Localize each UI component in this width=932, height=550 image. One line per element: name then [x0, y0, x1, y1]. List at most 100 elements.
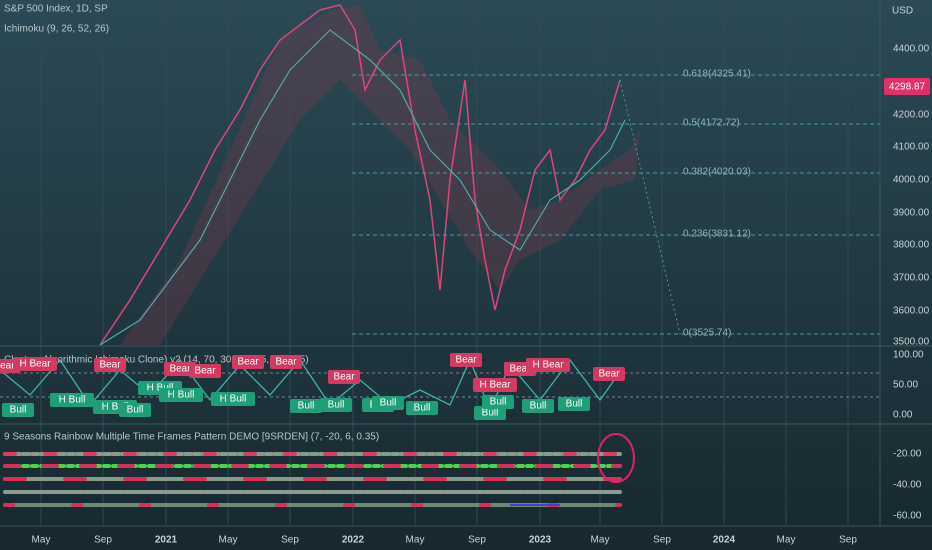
- signal-label: H Bull: [147, 383, 174, 394]
- signal-tag: [119, 403, 151, 417]
- signal-label: H Bull: [168, 390, 195, 401]
- fib-label: 0.236(3831.12): [683, 229, 751, 240]
- osc-tick: 0.00: [893, 410, 913, 421]
- last-price-tag: [884, 78, 930, 95]
- indicator-title: Ichimoku (9, 26, 52, 26): [4, 24, 109, 35]
- signal-label: Bear: [598, 369, 620, 380]
- fib-lines: [352, 74, 880, 335]
- fib-label: 0.5(4172.72): [683, 118, 740, 129]
- time-tick: May: [32, 535, 51, 546]
- signal-label: Bear: [509, 364, 531, 375]
- time-tick: 2021: [155, 535, 178, 546]
- signal-tag: [94, 358, 126, 372]
- signal-tag: [13, 357, 57, 371]
- time-tick: Sep: [653, 535, 671, 546]
- signal-tag: [164, 362, 196, 376]
- signal-tag: [372, 396, 404, 410]
- signal-label: Bear: [333, 372, 355, 383]
- osc-levels: [0, 372, 880, 398]
- signal-label: Bull: [566, 399, 583, 410]
- signal-tag: [558, 397, 590, 411]
- signal-tag: [211, 392, 255, 406]
- signal-label: Bull: [127, 405, 144, 416]
- signal-tag: [189, 364, 221, 378]
- last-price: 4298.87: [889, 82, 926, 93]
- signal-tag: [159, 388, 203, 402]
- currency: USD: [892, 6, 913, 17]
- signal-label: Bull: [482, 408, 499, 419]
- rainbow-tick: -20.00: [893, 449, 922, 460]
- signal-tag: [473, 378, 517, 392]
- signal-label: Bear: [275, 357, 297, 368]
- signal-tag: [50, 393, 94, 407]
- fib-trend: [619, 79, 681, 335]
- rainbow-tick: -40.00: [893, 480, 922, 491]
- signal-label: H Bull: [59, 395, 86, 406]
- signal-tag: [290, 399, 322, 413]
- signal-label: Bear: [194, 366, 216, 377]
- price-tick: 3700.00: [893, 273, 930, 284]
- time-tick: May: [406, 535, 425, 546]
- highlight-circle: [597, 433, 635, 483]
- pane2-title: Clusters Algorithmic Ichimoku Clone) v2 …: [4, 355, 309, 366]
- signal-label: Bull: [10, 405, 27, 416]
- signal-tag: [522, 399, 554, 413]
- signal-label: Bull: [298, 401, 315, 412]
- time-tick: Sep: [468, 535, 486, 546]
- signal-label: H Bear: [479, 380, 511, 391]
- signal-tag: [320, 398, 352, 412]
- price-tick: 4400.00: [893, 44, 930, 55]
- time-tick: Sep: [281, 535, 299, 546]
- fib-label: 0.382(4020.03): [683, 167, 751, 178]
- signal-label: Bull: [530, 401, 547, 412]
- signal-label: Bull: [414, 403, 431, 414]
- price-tick: 3800.00: [893, 240, 930, 251]
- price-tick: 3500.00: [893, 337, 930, 348]
- signal-label: Bear: [169, 364, 191, 375]
- signal-label: H Bull: [220, 394, 247, 405]
- time-tick: May: [591, 535, 610, 546]
- ichimoku-cloud: [120, 5, 640, 345]
- rainbow-rows: [3, 452, 622, 507]
- signal-tag: [2, 403, 34, 417]
- signal-label: Bear: [237, 357, 259, 368]
- signal-label: H Bear: [19, 359, 51, 370]
- rainbow-tick: -60.00: [893, 511, 922, 522]
- signal-tag: [328, 370, 360, 384]
- signal-tag: [450, 353, 482, 367]
- time-tick: Sep: [94, 535, 112, 546]
- signal-tag: [482, 395, 514, 409]
- price-line: [99, 4, 621, 346]
- osc-tick: 50.00: [893, 380, 918, 391]
- time-tick: 2024: [713, 535, 736, 546]
- price-tick: 4100.00: [893, 142, 930, 153]
- signal-label: H Bear: [532, 360, 564, 371]
- price-tick: 3600.00: [893, 306, 930, 317]
- time-tick: May: [777, 535, 796, 546]
- symbol-title: S&P 500 Index, 1D, SP: [4, 4, 108, 15]
- grid: [40, 0, 849, 525]
- signal-label: Bear: [99, 360, 121, 371]
- price-tick: 4000.00: [893, 175, 930, 186]
- signal-tag: [474, 406, 506, 420]
- osc-tick: 100.00: [893, 350, 924, 361]
- signal-tag: [232, 355, 264, 369]
- signal-label: Bear: [455, 355, 477, 366]
- signal-tag: [593, 367, 625, 381]
- price-tick: 3900.00: [893, 208, 930, 219]
- pane3-title: 9 Seasons Rainbow Multiple Time Frames P…: [4, 432, 379, 443]
- signal-tag: [406, 401, 438, 415]
- signal-tag: [270, 355, 302, 369]
- time-tick: 2022: [342, 535, 365, 546]
- signal-label: H Bull: [102, 402, 129, 413]
- time-tick: Sep: [839, 535, 857, 546]
- fib-label: 0(3525.74): [683, 328, 731, 339]
- signal-label: Bull: [490, 397, 507, 408]
- signal-label: Bear: [0, 361, 15, 372]
- price-tick: 4200.00: [893, 110, 930, 121]
- signal-tag: [526, 358, 570, 372]
- baseline: [99, 29, 626, 346]
- fib-label: 0.618(4325.41): [683, 69, 751, 80]
- signal-label: Bull: [328, 400, 345, 411]
